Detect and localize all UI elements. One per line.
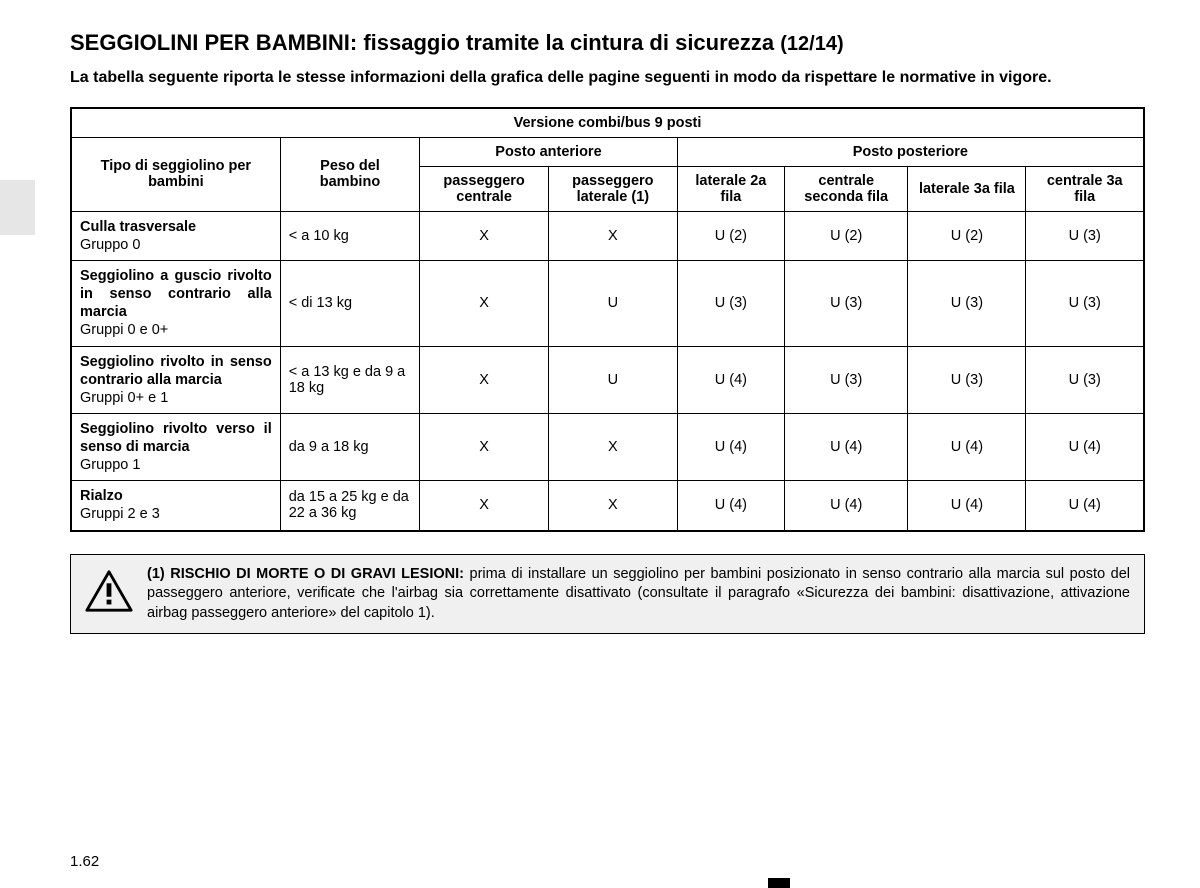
val-cell: U (2) <box>677 211 784 260</box>
val-cell: X <box>420 346 549 413</box>
seat-name: Seggiolino a guscio rivolto in senso con… <box>80 267 272 321</box>
val-cell: U (4) <box>785 481 908 531</box>
val-cell: U (4) <box>677 481 784 531</box>
seat-name: Seggiolino rivolto verso il senso di mar… <box>80 420 272 456</box>
col-header-front-lateral: passeggero laterale (1) <box>548 166 677 211</box>
val-cell: X <box>420 261 549 347</box>
seat-name: Culla trasversale <box>80 218 272 236</box>
seat-name: Rialzo <box>80 487 272 505</box>
val-cell: U (2) <box>908 211 1026 260</box>
val-cell: X <box>420 481 549 531</box>
val-cell: U (3) <box>785 346 908 413</box>
val-cell: U (4) <box>677 413 784 480</box>
val-cell: U (4) <box>1026 413 1144 480</box>
weight-cell: < a 13 kg e da 9 a 18 kg <box>280 346 419 413</box>
val-cell: U (3) <box>785 261 908 347</box>
weight-cell: da 15 a 25 kg e da 22 a 36 kg <box>280 481 419 531</box>
weight-cell: < di 13 kg <box>280 261 419 347</box>
table-version-header: Versione combi/bus 9 posti <box>71 108 1144 138</box>
val-cell: X <box>548 211 677 260</box>
col-header-rear-lat2: laterale 2a fila <box>677 166 784 211</box>
table-row: RialzoGruppi 2 e 3 da 15 a 25 kg e da 22… <box>71 481 1144 531</box>
val-cell: U (3) <box>908 261 1026 347</box>
row-label: RialzoGruppi 2 e 3 <box>71 481 280 531</box>
val-cell: U (3) <box>908 346 1026 413</box>
page-title-paren: (12/14) <box>780 33 843 55</box>
child-seat-table: Versione combi/bus 9 posti Tipo di seggi… <box>70 107 1145 532</box>
warning-lead: (1) RISCHIO DI MORTE O DI GRAVI LESIONI: <box>147 566 464 582</box>
val-cell: U <box>548 261 677 347</box>
val-cell: U (3) <box>1026 261 1144 347</box>
row-label: Seggiolino rivolto verso il senso di mar… <box>71 413 280 480</box>
val-cell: X <box>420 413 549 480</box>
table-row: Seggiolino rivolto in senso contrario al… <box>71 346 1144 413</box>
seat-group: Gruppi 0+ e 1 <box>80 390 168 406</box>
val-cell: U (4) <box>785 413 908 480</box>
val-cell: X <box>420 211 549 260</box>
warning-icon <box>85 569 133 618</box>
weight-cell: < a 10 kg <box>280 211 419 260</box>
row-label: Seggiolino rivolto in senso contrario al… <box>71 346 280 413</box>
col-header-seat-type: Tipo di seggiolino per bambini <box>71 137 280 211</box>
weight-cell: da 9 a 18 kg <box>280 413 419 480</box>
table-row: Seggiolino a guscio rivolto in senso con… <box>71 261 1144 347</box>
page-number: 1.62 <box>70 853 99 870</box>
row-label: Culla trasversaleGruppo 0 <box>71 211 280 260</box>
seat-group: Gruppi 0 e 0+ <box>80 322 168 338</box>
col-group-rear: Posto posteriore <box>677 137 1144 166</box>
col-header-weight: Peso del bambino <box>280 137 419 211</box>
col-header-rear-cen2: centrale seconda fila <box>785 166 908 211</box>
seat-group: Gruppi 2 e 3 <box>80 506 160 522</box>
seat-name: Seggiolino rivolto in senso contrario al… <box>80 353 272 389</box>
page-title-row: SEGGIOLINI PER BAMBINI: fissaggio tramit… <box>70 30 1145 56</box>
val-cell: U (3) <box>677 261 784 347</box>
val-cell: U (4) <box>908 413 1026 480</box>
warning-box: (1) RISCHIO DI MORTE O DI GRAVI LESIONI:… <box>70 554 1145 635</box>
side-tab <box>0 180 35 235</box>
val-cell: U (4) <box>677 346 784 413</box>
col-header-rear-cen3: centrale 3a fila <box>1026 166 1144 211</box>
val-cell: X <box>548 481 677 531</box>
col-header-front-center: passeggero centrale <box>420 166 549 211</box>
table-row: Seggiolino rivolto verso il senso di mar… <box>71 413 1144 480</box>
val-cell: U (3) <box>1026 211 1144 260</box>
val-cell: X <box>548 413 677 480</box>
page-title: SEGGIOLINI PER BAMBINI: fissaggio tramit… <box>70 30 780 55</box>
val-cell: U (3) <box>1026 346 1144 413</box>
col-group-front: Posto anteriore <box>420 137 678 166</box>
col-header-rear-lat3: laterale 3a fila <box>908 166 1026 211</box>
val-cell: U (4) <box>1026 481 1144 531</box>
crop-mark <box>768 878 790 888</box>
seat-group: Gruppo 1 <box>80 457 140 473</box>
page-content: SEGGIOLINI PER BAMBINI: fissaggio tramit… <box>0 0 1200 654</box>
val-cell: U (2) <box>785 211 908 260</box>
val-cell: U (4) <box>908 481 1026 531</box>
table-row: Culla trasversaleGruppo 0 < a 10 kg X X … <box>71 211 1144 260</box>
intro-text: La tabella seguente riporta le stesse in… <box>70 68 1145 89</box>
row-label: Seggiolino a guscio rivolto in senso con… <box>71 261 280 347</box>
warning-text: (1) RISCHIO DI MORTE O DI GRAVI LESIONI:… <box>147 565 1130 624</box>
seat-group: Gruppo 0 <box>80 237 140 253</box>
val-cell: U <box>548 346 677 413</box>
